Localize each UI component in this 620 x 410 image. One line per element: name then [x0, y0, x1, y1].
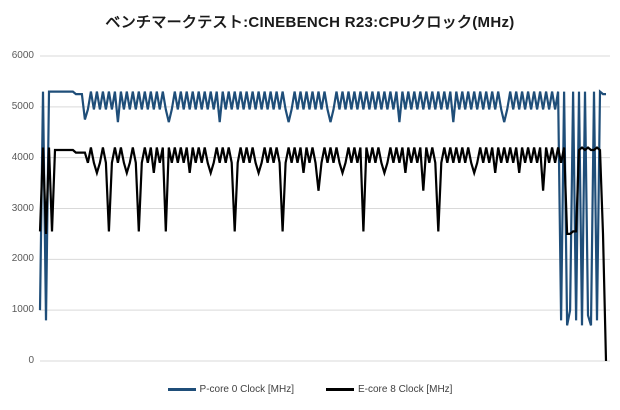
y-tick-label: 5000	[11, 100, 34, 112]
y-tick-label: 6000	[11, 50, 34, 61]
y-tick-label: 3000	[11, 202, 34, 214]
y-tick-label: 0	[28, 355, 34, 366]
y-tick-label: 2000	[11, 253, 34, 265]
y-tick-label: 4000	[11, 151, 34, 163]
series-line-p-core-0	[38, 89, 606, 326]
legend-swatch-p-core-0	[167, 387, 196, 391]
legend-label-p-core-0: P-core 0 Clock [MHz]	[199, 383, 294, 395]
chart-title: ベンチマークテスト:CINEBENCH R23:CPUクロック(MHz)	[105, 14, 515, 31]
series-line-e-core-8	[38, 146, 608, 362]
legend-label-e-core-8: E-core 8 Clock [MHz]	[358, 383, 453, 395]
legend: P-core 0 Clock [MHz] E-core 8 Clock [MHz]	[0, 381, 620, 397]
y-tick-label: 1000	[11, 304, 34, 316]
legend-item-e-core-8: E-core 8 Clock [MHz]	[326, 384, 452, 395]
legend-swatch-e-core-8	[326, 387, 354, 391]
legend-item-p-core-0: P-core 0 Clock [MHz]	[167, 383, 294, 395]
